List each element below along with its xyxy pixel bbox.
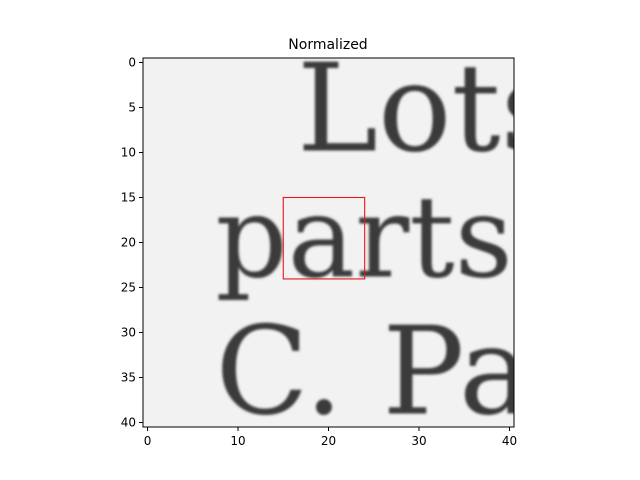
- x-tick-label: 0: [144, 434, 152, 448]
- y-axis: 0 5 10 15 20 25 30 35 40: [121, 56, 143, 430]
- x-tick-label: 40: [502, 434, 517, 448]
- y-tick-label: 10: [121, 146, 136, 160]
- x-axis: 0 10 20 30 40: [144, 427, 517, 448]
- image-text-row: Lots o: [297, 38, 640, 180]
- y-tick-label: 40: [121, 416, 136, 430]
- image-text-row: parts of e: [215, 172, 640, 304]
- highlight-rectangle: [282, 196, 366, 280]
- image-background: [143, 58, 514, 427]
- y-tick-label: 20: [121, 236, 136, 250]
- image-text-row: C. Palme: [215, 301, 640, 443]
- y-tick-label: 5: [128, 101, 136, 115]
- x-tick-label: 20: [321, 434, 336, 448]
- y-tick-label: 30: [121, 326, 136, 340]
- x-tick-label: 30: [411, 434, 426, 448]
- y-tick-label: 0: [128, 56, 136, 70]
- y-tick-label: 15: [121, 191, 136, 205]
- y-tick-label: 35: [121, 371, 136, 385]
- chart-title: Normalized: [288, 37, 367, 53]
- x-tick-label: 10: [230, 434, 245, 448]
- y-tick-label: 25: [121, 281, 136, 295]
